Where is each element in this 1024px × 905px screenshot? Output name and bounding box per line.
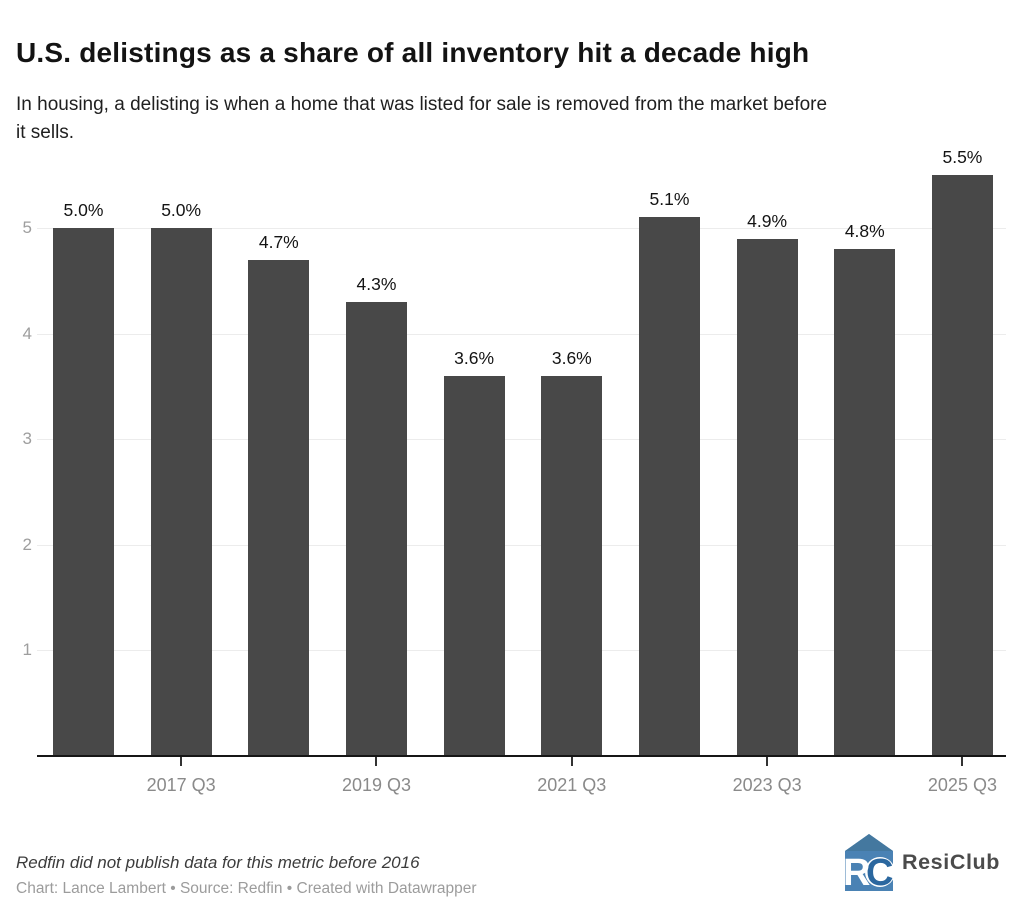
y-axis-label-1: 1 — [22, 640, 32, 659]
bar-5 — [541, 375, 603, 756]
bar-6 — [638, 217, 700, 756]
bar-9 — [931, 175, 993, 756]
bar-7 — [736, 238, 798, 756]
bar-value-label-4: 3.6% — [454, 347, 495, 368]
y-axis-label-4: 4 — [22, 323, 32, 343]
svg-text:C: C — [866, 852, 893, 891]
bar-value-label-1: 5.0% — [161, 200, 202, 220]
bar-8 — [834, 249, 896, 756]
bar-3 — [345, 301, 407, 756]
bar-0 — [53, 228, 114, 756]
x-axis-line — [37, 754, 1006, 757]
svg-text:R: R — [845, 852, 870, 891]
chart-title: U.S. delistings as a share of all invent… — [16, 36, 810, 68]
bar-value-label-7: 4.9% — [747, 210, 788, 231]
gridline-2 — [37, 544, 1006, 546]
x-axis-tick-1 — [180, 756, 183, 766]
bar-value-label-2: 4.7% — [258, 231, 299, 252]
x-axis-tick-5 — [570, 756, 573, 766]
credits-line: Chart: Lance Lambert • Source: Redfin • … — [16, 879, 477, 897]
y-axis-label-2: 2 — [22, 534, 32, 554]
y-axis-label-3: 3 — [22, 429, 32, 448]
gridline-4 — [37, 333, 1006, 335]
bar-2 — [248, 259, 310, 756]
x-axis-label-7: 2023 Q3 — [732, 775, 802, 795]
x-axis-tick-3 — [375, 756, 378, 766]
resiclub-house-icon: C R — [845, 833, 893, 891]
x-axis-label-5: 2021 Q3 — [537, 775, 607, 795]
x-axis-tick-9 — [961, 756, 964, 766]
gridline-5 — [37, 228, 1006, 229]
y-axis-label-5: 5 — [22, 218, 32, 237]
bar-1 — [150, 228, 212, 756]
footnote: Redfin did not publish data for this met… — [16, 853, 420, 872]
x-axis-tick-7 — [766, 756, 769, 766]
gridline-1 — [37, 650, 1006, 651]
bar-value-label-9: 5.5% — [942, 147, 983, 168]
bar-value-label-6: 5.1% — [649, 189, 690, 210]
gridline-3 — [37, 439, 1006, 440]
x-axis-label-3: 2019 Q3 — [341, 775, 411, 795]
resiclub-logo: C R ResiClub — [845, 833, 1000, 891]
chart-subtitle: In housing, a delisting is when a home t… — [16, 94, 828, 143]
bar-value-label-0: 5.0% — [63, 200, 104, 220]
resiclub-logo-text: ResiClub — [902, 849, 1000, 874]
bar-4 — [443, 375, 505, 756]
bar-value-label-8: 4.8% — [844, 221, 885, 242]
x-axis-label-9: 2025 Q3 — [927, 775, 997, 795]
bar-value-label-3: 4.3% — [356, 273, 397, 294]
x-axis-label-1: 2017 Q3 — [146, 775, 216, 795]
bar-value-label-5: 3.6% — [551, 347, 592, 368]
